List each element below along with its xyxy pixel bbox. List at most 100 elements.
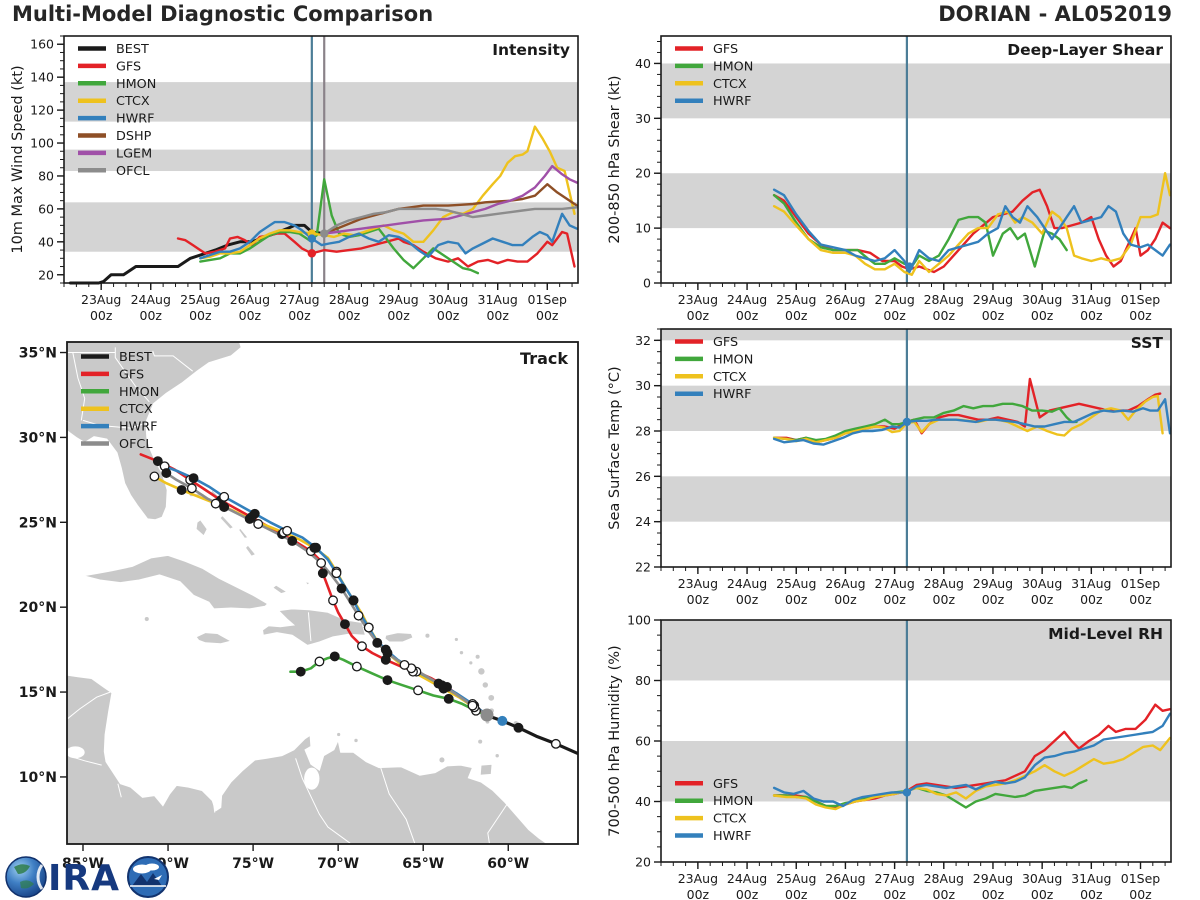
track-position-marker-00z <box>353 610 364 621</box>
sst-ytick-label: 22 <box>635 560 651 575</box>
sst-legend-label-hwrf: HWRF <box>713 387 752 402</box>
intensity-series-best <box>68 223 326 285</box>
landmass <box>195 632 233 645</box>
lake <box>304 767 320 790</box>
landmass <box>67 342 242 521</box>
cira-globe-icon <box>5 856 47 898</box>
track-init-marker-ofcl <box>480 708 494 722</box>
country-border <box>152 350 194 372</box>
intensity-xtick-hour: 00z <box>338 308 361 323</box>
shear-legend-item-hwrf: HWRF <box>675 94 752 109</box>
sst-xtick-hour: 00z <box>1080 592 1103 607</box>
track-position-marker-00z <box>219 491 230 502</box>
intensity-xtick-day: 27Aug <box>279 292 319 307</box>
sst-xtick-day: 30Aug <box>1022 576 1062 591</box>
rh-legend-label-gfs: GFS <box>713 777 738 792</box>
track-position-marker-12z <box>382 675 393 686</box>
map-lon-label: 65°W <box>402 856 444 872</box>
page-title: Multi-Model Diagnostic Comparison <box>12 2 434 26</box>
sst-xtick-day: 26Aug <box>825 576 865 591</box>
intensity-xtick-day: 24Aug <box>131 292 171 307</box>
track-position-marker-00z <box>149 471 160 482</box>
map-lat-label: 20°N <box>19 600 57 616</box>
intensity-legend-item-gfs: GFS <box>78 59 141 74</box>
shear-xtick-hour: 00z <box>883 308 906 323</box>
island <box>469 661 473 665</box>
sst-ylabel: Sea Surface Temp (°C) <box>607 366 623 529</box>
rh-xtick-day: 30Aug <box>1022 871 1062 886</box>
intensity-category-band <box>64 82 578 122</box>
rh-legend-item-hwrf: HWRF <box>675 829 752 844</box>
shear-series-hmon <box>772 193 1068 268</box>
island <box>454 637 458 642</box>
sst-series-hmon <box>772 402 1078 442</box>
shear-legend-item-gfs: GFS <box>675 42 738 57</box>
rh-xtick-hour: 00z <box>834 887 857 900</box>
rh-xtick-hour: 00z <box>1129 887 1152 900</box>
track-position-marker-12z <box>317 568 328 579</box>
storm-title: DORIAN - AL052019 <box>938 2 1172 26</box>
shear-xtick-day: 26Aug <box>825 292 865 307</box>
intensity-xtick-hour: 00z <box>189 308 212 323</box>
sst-ytick-label: 30 <box>635 378 651 393</box>
rh-xtick-day: 26Aug <box>825 871 865 886</box>
sst-xtick-day: 28Aug <box>924 576 964 591</box>
intensity-legend-label-dshp: DSHP <box>116 129 152 144</box>
track-panel: 85°W 80°W 75°W 70°W 65°W 60°W10°N15°N20°N25°N… <box>19 341 579 872</box>
rh-xtick-day: 28Aug <box>924 871 964 886</box>
rh-ytick-label: 60 <box>635 734 651 749</box>
rh-ylabel: 700-500 hPa Humidity (%) <box>607 645 623 836</box>
sst-xtick-day: 29Aug <box>973 576 1013 591</box>
rh-series-hmon <box>772 779 1088 809</box>
island <box>354 738 358 743</box>
shear-init-marker-hwrf <box>905 262 914 271</box>
track-position-marker-12z <box>152 456 163 467</box>
shear-ytick-label: 40 <box>635 56 651 71</box>
track-position-marker-00z <box>413 685 424 696</box>
rh-init-marker-hwrf <box>902 788 912 797</box>
landmass <box>479 763 493 776</box>
sst-panel: 23Aug00z24Aug00z25Aug00z26Aug00z27Aug00z… <box>607 328 1172 607</box>
shear-legend-item-hmon: HMON <box>675 59 753 74</box>
intensity-ytick-label: 140 <box>30 70 54 85</box>
intensity-init-marker-hwrf <box>307 234 317 243</box>
intensity-ytick-label: 120 <box>30 103 54 118</box>
intensity-legend-label-best: BEST <box>116 42 149 57</box>
island <box>337 732 341 737</box>
track-legend-item-hmon: HMON <box>81 385 159 400</box>
intensity-panel: 23Aug00z24Aug00z25Aug00z26Aug00z27Aug00z… <box>10 35 579 323</box>
country-border <box>487 802 509 844</box>
rh-legend-label-ctcx: CTCX <box>713 812 747 827</box>
shear-xtick-day: 23Aug <box>678 292 718 307</box>
track-position-marker-12z <box>287 536 298 546</box>
shear-ytick-label: 30 <box>635 111 651 126</box>
map-lon-label: 60°W <box>487 856 529 872</box>
country-border <box>212 799 216 813</box>
shear-ylabel: 200-850 hPa Shear (kt) <box>607 75 623 243</box>
map-lat-label: 15°N <box>19 685 57 701</box>
shear-xtick-day: 31Aug <box>1071 292 1111 307</box>
sst-legend-label-gfs: GFS <box>713 335 738 350</box>
intensity-xtick-day: 29Aug <box>378 292 418 307</box>
sst-xtick-hour: 00z <box>687 592 710 607</box>
track-position-marker-00z <box>282 525 293 536</box>
island <box>459 650 464 655</box>
intensity-ytick-label: 80 <box>38 168 54 183</box>
map-frame <box>66 341 579 845</box>
sst-series-hwrf <box>772 398 1172 446</box>
landmass <box>261 608 367 646</box>
island <box>425 633 430 638</box>
sst-xtick-hour: 00z <box>736 592 759 607</box>
map-layers <box>67 342 578 844</box>
shear-xtick-hour: 00z <box>1031 308 1054 323</box>
shear-xtick-day: 24Aug <box>727 292 767 307</box>
track-position-marker-00z <box>467 700 478 711</box>
shear-axes-frame <box>660 35 1172 284</box>
rh-panel-title: Mid-Level RH <box>1048 625 1163 643</box>
sst-xtick-day: 27Aug <box>874 576 914 591</box>
sst-legend-item-hwrf: HWRF <box>675 387 752 402</box>
intensity-init-marker-ofcl <box>320 229 329 238</box>
landmass <box>67 674 549 844</box>
island <box>495 754 499 758</box>
sst-xtick-day: 25Aug <box>776 576 816 591</box>
